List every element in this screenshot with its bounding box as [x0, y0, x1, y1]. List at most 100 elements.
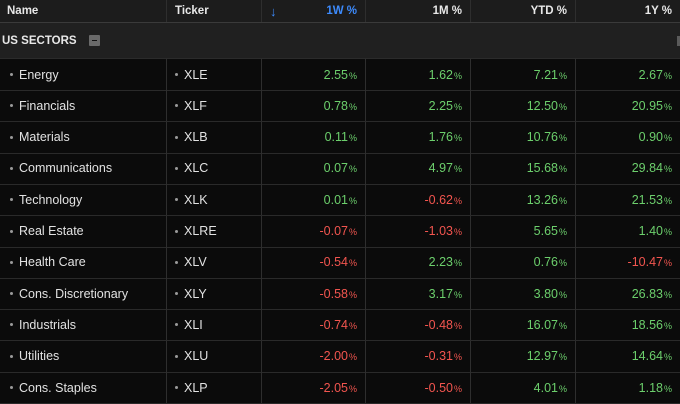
change-value: 12.97	[526, 349, 558, 364]
change-value: 0.11	[324, 130, 348, 145]
table-row[interactable]: Cons. Discretionary XLY -0.58% 3.17% 3.80% 26…	[0, 278, 680, 311]
table-row[interactable]: Technology XLK 0.01% -0.62% 13.26% 21.53%	[0, 184, 680, 217]
column-header-1m[interactable]: 1M %	[366, 0, 471, 22]
bullet-icon	[10, 135, 13, 139]
cell-name[interactable]: Industrials	[0, 309, 167, 341]
change-value: 4.97	[428, 161, 453, 176]
cell-ticker[interactable]: XLB	[167, 121, 262, 153]
cell-1m: 1.62%	[366, 59, 471, 90]
column-header-ticker[interactable]: Ticker	[167, 0, 262, 22]
cell-name[interactable]: Cons. Discretionary	[0, 278, 167, 310]
cell-name[interactable]: Energy	[0, 59, 167, 90]
percent-sign: %	[453, 195, 462, 206]
table-row[interactable]: Communications XLC 0.07% 4.97% 15.68% 29.84%	[0, 152, 680, 185]
ticker-symbol: XLF	[184, 98, 207, 113]
change-value: 0.07	[323, 161, 348, 176]
column-header-ytd[interactable]: YTD %	[471, 0, 576, 22]
cell-ytd: 12.97%	[471, 340, 576, 372]
percent-sign: %	[453, 258, 462, 269]
table-row[interactable]: Materials XLB 0.11% 1.76% 10.76% 0.90%	[0, 121, 680, 154]
bullet-icon	[10, 386, 13, 389]
sector-name: Financials	[19, 98, 76, 113]
percent-sign: %	[558, 227, 567, 237]
percent-sign: %	[558, 195, 567, 206]
column-header-1y[interactable]: 1Y %	[576, 0, 680, 22]
column-header-name[interactable]: Name	[0, 0, 167, 22]
table-row[interactable]: Utilities XLU -2.00% -0.31% 12.97% 14.64%	[0, 340, 680, 373]
sector-name: Communications	[19, 161, 113, 176]
cell-ticker[interactable]: XLE	[167, 59, 262, 90]
cell-ticker[interactable]: XLU	[167, 340, 262, 372]
column-header-1y-label: 1Y %	[644, 5, 672, 17]
cell-1w: 0.11%	[262, 121, 366, 153]
cell-ticker[interactable]: XLK	[167, 184, 262, 216]
cell-1y: 14.64%	[576, 341, 680, 372]
cell-1w: 0.07%	[262, 152, 366, 184]
cell-ytd: 13.26%	[471, 184, 576, 216]
cell-name[interactable]: Health Care	[0, 246, 167, 278]
percent-sign: %	[558, 383, 567, 394]
change-value: 5.65	[533, 224, 558, 238]
cell-1w: -0.74%	[262, 309, 366, 341]
sector-name: Real Estate	[19, 224, 84, 238]
cell-name[interactable]: Cons. Staples	[0, 372, 167, 403]
bullet-icon	[175, 135, 178, 139]
bullet-icon	[175, 323, 178, 327]
table-row[interactable]: Real Estate XLRE -0.07% -1.03% 5.65% 1.40%	[0, 215, 680, 248]
percent-sign: %	[663, 227, 672, 237]
cell-name[interactable]: Utilities	[0, 340, 167, 372]
change-value: 15.68	[526, 161, 558, 176]
cell-1y: 26.83%	[576, 278, 680, 309]
bullet-icon	[10, 229, 13, 233]
change-value: 4.01	[533, 380, 558, 395]
percent-sign: %	[663, 352, 672, 363]
cell-1y: 18.56%	[576, 309, 680, 340]
cell-ticker[interactable]: XLC	[167, 152, 262, 184]
ticker-symbol: XLU	[184, 349, 209, 364]
column-header-1m-label: 1M %	[432, 5, 462, 17]
cell-ytd: 16.07%	[471, 309, 576, 341]
sector-name: Cons. Discretionary	[19, 286, 129, 301]
bullet-icon	[10, 323, 13, 327]
cell-ticker[interactable]: XLP	[167, 372, 262, 403]
cell-name[interactable]: Financials	[0, 90, 167, 122]
table-row[interactable]: Cons. Staples XLP -2.05% -0.50% 4.01% 1.18%	[0, 372, 680, 404]
cell-ytd: 0.76%	[471, 246, 576, 278]
percent-sign: %	[558, 133, 567, 144]
table-row[interactable]: Industrials XLI -0.74% -0.48% 16.07% 18.56%	[0, 309, 680, 342]
percent-sign: %	[348, 70, 357, 81]
percent-sign: %	[348, 133, 357, 144]
cell-name[interactable]: Real Estate	[0, 215, 167, 247]
cell-1y: 1.40%	[576, 216, 680, 247]
sector-name: Health Care	[19, 255, 86, 270]
change-value: 10.76	[526, 130, 558, 145]
cell-1w: -0.58%	[262, 278, 366, 310]
cell-name[interactable]: Materials	[0, 121, 167, 153]
sector-name: Cons. Staples	[19, 380, 97, 395]
cell-ticker[interactable]: XLY	[167, 278, 262, 310]
cell-ticker[interactable]: XLRE	[167, 215, 262, 247]
percent-sign: %	[453, 101, 462, 112]
percent-sign: %	[348, 383, 357, 394]
scrollbar-thumb[interactable]	[677, 36, 680, 46]
bullet-icon	[10, 198, 13, 202]
collapse-section-icon[interactable]	[88, 35, 100, 46]
column-header-1w[interactable]: ↓ 1W %	[262, 0, 366, 22]
table-row[interactable]: Energy XLE 2.55% 1.62% 7.21% 2.67%	[0, 59, 680, 91]
cell-name[interactable]: Communications	[0, 152, 167, 184]
bullet-icon	[10, 260, 13, 264]
cell-name[interactable]: Technology	[0, 184, 167, 216]
cell-1m: -0.31%	[366, 340, 471, 372]
percent-sign: %	[348, 164, 357, 175]
cell-ytd: 4.01%	[471, 372, 576, 403]
table-header: Name Ticker ↓ 1W % 1M % YTD % 1Y %	[0, 0, 680, 23]
change-value: 20.95	[631, 98, 663, 113]
cell-ticker[interactable]: XLV	[167, 246, 262, 278]
percent-sign: %	[663, 164, 672, 175]
table-row[interactable]: Financials XLF 0.78% 2.25% 12.50% 20.95%	[0, 90, 680, 123]
ticker-symbol: XLV	[184, 255, 207, 270]
cell-ticker[interactable]: XLF	[167, 90, 262, 122]
table-row[interactable]: Health Care XLV -0.54% 2.23% 0.76% -10.47%	[0, 246, 680, 279]
cell-ticker[interactable]: XLI	[167, 309, 262, 341]
change-value: -2.05	[319, 380, 348, 395]
